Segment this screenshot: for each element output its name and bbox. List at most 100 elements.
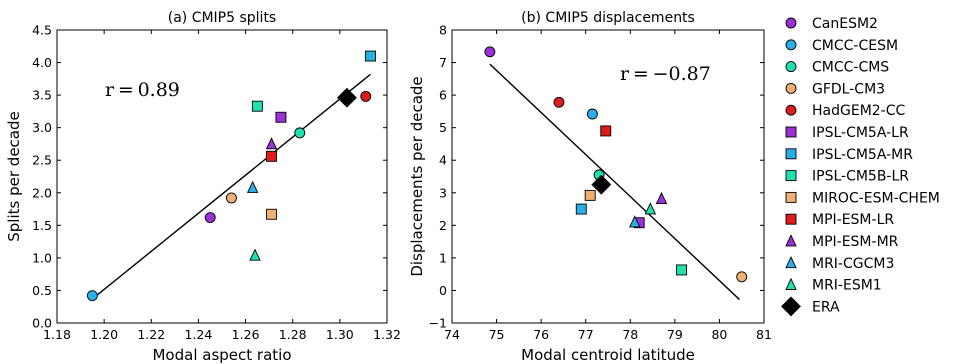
legend-label: CanESM2 [812, 16, 878, 32]
x-axis-label: Modal aspect ratio [152, 346, 291, 364]
legend-marker-ipsl-cm5a-mr [785, 148, 797, 160]
data-point-cmcc-cesm [86, 290, 98, 302]
y-tick-label: 3.5 [32, 88, 52, 103]
legend-marker-mri-cgcm3 [785, 255, 797, 269]
plot-frame [451, 29, 765, 324]
data-point-ipsl-cm5b-lr [676, 264, 687, 276]
y-tick-label: 2.5 [32, 153, 52, 168]
data-point-ipsl-cm5a-mr [575, 203, 587, 215]
data-point-mpi-esm-mr [265, 137, 278, 150]
legend-marker-ipsl-cm5b-lr [785, 170, 797, 182]
data-point-miroc-esm-chem [266, 208, 277, 220]
data-point-mpi-esm-mr [655, 191, 668, 204]
data-point-mpi-esm-lr [600, 125, 612, 137]
legend-marker-mri-esm1 [785, 277, 797, 290]
y-axis-label: Splits per decade [5, 111, 23, 241]
data-point-mri-cgcm3 [629, 215, 641, 228]
legend-label: IPSL-CM5A-MR [812, 147, 913, 163]
legend-marker-canesm2 [785, 17, 797, 29]
legend-label: MPI-ESM-LR [812, 212, 894, 228]
y-tick-label: 8 [439, 23, 447, 38]
legend-label: MIROC-ESM-CHEM [812, 190, 940, 206]
correlation-annotation: r = 0.89 [105, 79, 180, 101]
y-tick-label: 2.0 [32, 185, 52, 200]
x-tick-label: 1.24 [185, 327, 213, 342]
x-tick-label: 1.30 [326, 327, 354, 342]
legend-label: MPI-ESM-MR [812, 234, 899, 250]
data-point-ipsl-cm5b-lr [251, 100, 263, 112]
panel-title: (b) CMIP5 displacements [521, 10, 695, 26]
correlation-annotation: r = −0.87 [620, 63, 711, 85]
x-tick-label: 80 [711, 327, 727, 342]
x-tick-label: 76 [533, 327, 549, 342]
data-point-canesm2 [484, 46, 496, 58]
y-tick-label: 6 [439, 88, 447, 103]
legend-label: CMCC-CESM [812, 38, 898, 54]
y-axis-label: Displacements per decade [408, 76, 426, 276]
y-tick-label: 0 [439, 283, 447, 298]
panel-title: (a) CMIP5 splits [168, 10, 276, 26]
legend-label: IPSL-CM5B-LR [812, 169, 909, 185]
y-tick-label: 1 [439, 250, 447, 265]
x-tick-label: 77 [578, 327, 594, 342]
y-tick-label: 3.0 [32, 120, 52, 135]
legend-label: ERA [812, 299, 840, 315]
x-tick-label: 78 [622, 327, 638, 342]
legend-marker-miroc-esm-chem [785, 191, 797, 203]
y-tick-label: 3 [439, 185, 447, 200]
x-tick-label: 1.32 [373, 327, 401, 342]
legend-marker-cmcc-cms [785, 61, 797, 73]
x-axis-label: Modal centroid latitude [521, 346, 695, 364]
legend-label: IPSL-CM5A-LR [812, 125, 909, 141]
y-tick-label: 4 [439, 153, 447, 168]
data-point-ipsl-cm5a-mr [365, 50, 376, 62]
data-point-gfdl-cm3 [225, 192, 237, 204]
legend-marker-ipsl-cm5a-lr [785, 126, 797, 138]
data-point-mri-cgcm3 [246, 180, 259, 193]
legend-marker-mpi-esm-mr [785, 234, 797, 247]
y-tick-label: 1.5 [32, 218, 52, 233]
legend-label: MRI-CGCM3 [812, 256, 894, 272]
y-tick-label: 4.5 [32, 23, 52, 38]
data-point-canesm2 [204, 212, 216, 223]
x-tick-label: 74 [444, 327, 460, 342]
data-point-ipsl-cm5a-lr [275, 111, 287, 123]
data-point-hadgem2-cc [553, 96, 565, 108]
regression-line [91, 73, 371, 300]
data-point-cmcc-cms [294, 127, 306, 139]
data-point-mri-esm1 [249, 248, 261, 261]
data-point-miroc-esm-chem [584, 189, 596, 201]
x-tick-label: 1.20 [90, 327, 118, 342]
legend-label: CMCC-CMS [812, 60, 889, 76]
plot-frame [56, 29, 388, 324]
data-point-era [591, 174, 612, 195]
legend-marker-hadgem2-cc [785, 104, 797, 116]
y-tick-label: 4.0 [32, 55, 52, 70]
legend-label: HadGEM2-CC [812, 103, 906, 119]
legend-label: GFDL-CM3 [812, 81, 885, 97]
y-tick-label: 0.5 [32, 283, 52, 298]
data-point-mpi-esm-lr [266, 150, 277, 162]
legend-marker-gfdl-cm3 [785, 82, 797, 94]
panel-splits: 1.18 1.20 1.22 1.24 1.26 1.28 1.30 1.32 0.0 0.5 1.… [5, 10, 401, 364]
data-point-hadgem2-cc [360, 90, 372, 102]
x-tick-label: 1.26 [232, 327, 260, 342]
x-tick-label: 1.22 [137, 327, 165, 342]
y-tick-label: 7 [439, 55, 447, 70]
y-tick-label: 5 [439, 120, 447, 135]
legend-marker-era [781, 296, 801, 317]
x-tick-label: 1.18 [43, 327, 71, 342]
legend-marker-mpi-esm-lr [785, 213, 797, 225]
x-tick-label: 75 [489, 327, 505, 342]
legend: CanESM2 CMCC-CESM CMCC-CMS GFDL-CM3 HadGEM2-… [781, 16, 940, 317]
x-tick-label: 81 [756, 327, 772, 342]
regression-line [489, 63, 740, 301]
y-tick-label: −1 [429, 316, 447, 331]
x-tick-label: 1.28 [279, 327, 307, 342]
legend-marker-cmcc-cesm [785, 39, 797, 51]
data-point-era [336, 87, 357, 108]
legend-label: MRI-ESM1 [812, 278, 882, 294]
data-point-mri-esm1 [644, 202, 657, 215]
